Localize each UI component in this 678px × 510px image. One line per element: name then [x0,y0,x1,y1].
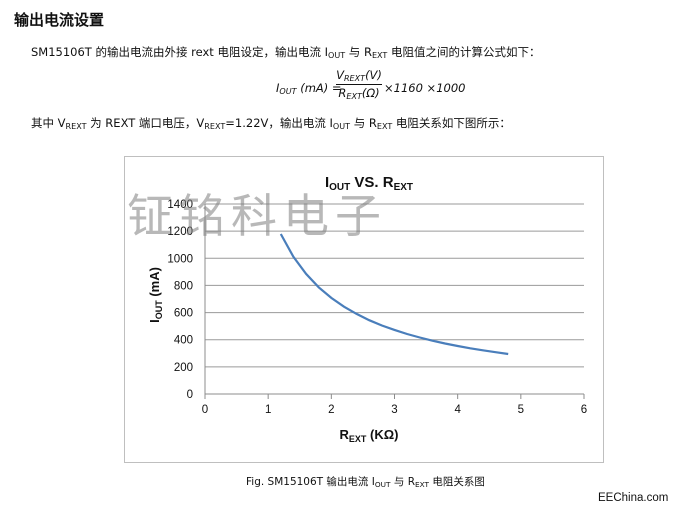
iout-vs-rext-chart: IOUT VS. REXT 0200400600800100012001400 … [147,174,587,444]
section-heading: 输出电流设置 [14,11,105,29]
formula-den-main: R [338,86,347,100]
y-tick-label: 400 [174,335,193,347]
y-tick-label: 1400 [167,199,193,211]
formula-num-main: V [336,68,344,82]
formula-den-sub: EXT [346,92,362,101]
desc-text-3: =1.22V，输出电流 I [225,116,333,130]
desc-text-5: 电阻关系如下图所示： [392,116,511,130]
caption-sub-1: OUT [374,480,391,489]
desc-text-1: 其中 V [31,116,66,130]
desc-text-4: 与 R [350,116,377,130]
intro-sub-2: EXT [371,51,388,60]
x-tick-label: 1 [265,404,271,416]
formula-den-unit: (Ω) [361,86,380,100]
intro-text-2: 与 R [345,45,372,59]
iout-curve [279,233,509,356]
x-tick-label: 4 [454,404,461,416]
description-paragraph: 其中 VREXT 为 REXT 端口电压，VREXT=1.22V，输出电流 IO… [31,115,511,131]
x-tick-label: 5 [518,404,524,416]
chart-frame: IOUT VS. REXT 0 200 400 600 800 1000 1200 1400 … [124,156,604,463]
desc-sub-1: REXT [65,122,87,131]
y-tick-label: 0 [187,389,193,401]
y-tick-label: 600 [174,308,193,320]
x-tick-label: 2 [328,404,334,416]
figure-caption: Fig. SM15106T 输出电流 IOUT 与 REXT 电阻关系图 [246,474,485,489]
formula-lhs-sub: OUT [279,87,297,96]
intro-text-3: 电阻值之间的计算公式如下： [387,45,541,59]
intro-text-1: SM15106T 的输出电流由外接 rext 电阻设定，输出电流 I [31,45,329,59]
caption-sub-2: EXT [415,480,430,489]
formula-denominator: REXT(Ω) [336,85,382,101]
caption-text-1: Fig. SM15106T 输出电流 I [246,476,375,488]
y-tick-label: 1200 [167,226,193,238]
formula-lhs-unit: (mA) = [296,81,342,95]
formula-lhs-main: I [276,81,280,95]
y-axis-label: IOUT (mA) [147,267,164,323]
formula-fraction: VREXT(V) REXT(Ω) [336,68,382,101]
y-tick-label: 1000 [167,253,193,265]
intro-paragraph: SM15106T 的输出电流由外接 rext 电阻设定，输出电流 IOUT 与 … [31,44,541,60]
desc-sub-3: OUT [332,122,351,131]
x-axis-label: REXT (KΩ) [340,427,399,444]
desc-text-2: 为 REXT 端口电压，V [86,116,205,130]
formula-lhs: IOUT (mA) = [276,81,342,96]
source-footer: EEChina.com [598,492,669,504]
chart-title: IOUT VS. REXT [325,174,413,193]
formula-numerator: VREXT(V) [336,68,382,85]
formula-num-unit: (V) [365,68,382,82]
y-tick-label: 800 [174,280,193,292]
y-tick-label: 200 [174,362,193,374]
formula-rhs: ×1160 ×1000 [384,81,466,95]
x-tick-label: 3 [391,404,397,416]
x-tick-label: 6 [581,404,587,416]
desc-sub-2: REXT [204,122,226,131]
intro-sub-1: OUT [328,51,346,60]
x-tick-label: 0 [202,404,208,416]
desc-sub-4: EXT [376,122,393,131]
formula-num-sub: REXT [343,74,366,83]
caption-text-3: 电阻关系图 [429,476,485,488]
caption-text-2: 与 R [390,476,415,488]
